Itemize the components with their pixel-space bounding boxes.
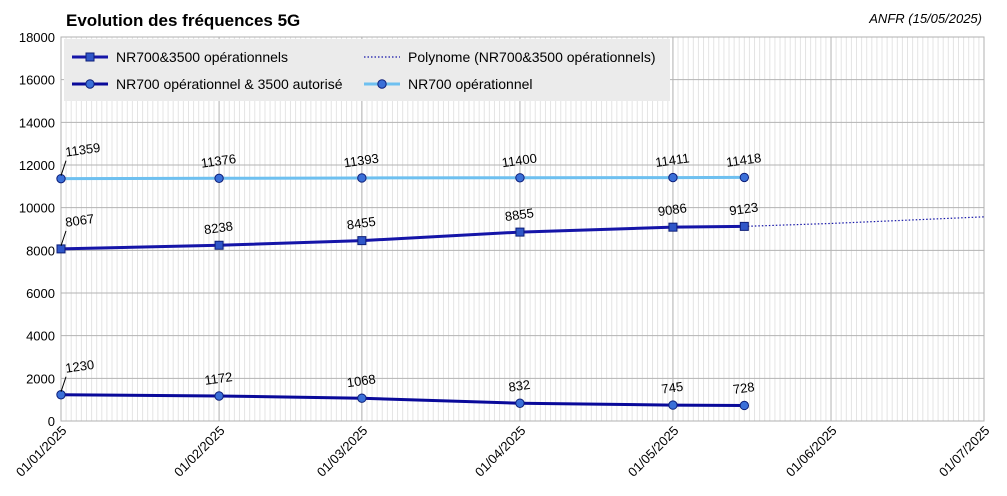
y-tick-label: 10000 [19,201,55,216]
data-point [214,391,224,401]
data-point [357,236,367,246]
y-tick-label: 16000 [19,73,55,88]
data-label-leader [60,376,67,392]
legend-marker [85,79,95,89]
data-point [515,398,525,408]
x-tick-label: 01/02/2025 [171,423,228,480]
x-tick-label: 01/06/2025 [783,423,840,480]
x-tick-label: 01/07/2025 [936,423,993,480]
data-point [214,173,224,184]
data-label: 9123 [728,199,759,218]
data-point [739,400,750,411]
data-label: 11376 [200,151,237,171]
y-tick-label: 18000 [19,30,55,45]
data-point [357,173,367,183]
trendline-line [744,216,985,227]
data-label: 728 [732,379,756,397]
data-point [668,172,678,183]
data-label: 745 [661,379,685,397]
data-point [668,222,678,232]
data-label: 832 [508,377,532,395]
data-label-leader [60,160,67,176]
data-label: 1068 [346,371,377,390]
series-line [60,393,745,407]
data-point [515,227,525,237]
legend-label: Polynome (NR700&3500 opérationnels) [408,49,655,65]
data-point [357,393,367,403]
y-tick-label: 12000 [19,158,55,173]
x-tick-label: 01/01/2025 [13,423,70,480]
data-label: 11393 [343,151,380,171]
data-label: 8238 [203,218,234,237]
source-note: ANFR (15/05/2025) [868,11,982,26]
y-axis-ticks: 0 2000 4000 6000 8000 10000 12000 14000 16000 180… [19,30,55,429]
chart-title: Evolution des fréquences 5G [66,11,300,30]
data-label-leader [60,230,67,247]
data-label: 11400 [501,150,538,170]
legend-box [64,39,670,101]
series-line [60,224,745,251]
y-tick-label: 0 [48,414,55,429]
trendline [744,216,985,227]
legend-label: NR700 opérationnel [408,76,533,92]
data-label: 11418 [725,150,762,170]
x-axis-ticks: 01/01/2025 01/02/2025 01/03/2025 01/04/2025… [13,423,993,480]
data-point [214,240,224,250]
series-group [56,172,750,411]
data-point [739,172,750,183]
data-point [56,244,66,254]
data-point [515,173,525,183]
data-label: 8067 [64,211,95,230]
legend-label: NR700 opérationnel & 3500 autorisé [116,76,343,92]
legend: NR700&3500 opérationnels Polynome (NR700&… [64,39,670,101]
legend-label: NR700&3500 opérationnels [116,49,288,65]
data-label: 11411 [654,150,690,170]
y-tick-label: 6000 [26,286,55,301]
data-point [56,390,66,400]
data-label: 1172 [204,369,234,388]
data-point [739,221,749,231]
legend-marker [85,52,95,62]
x-tick-label: 01/05/2025 [625,423,682,480]
data-point [668,400,678,410]
data-label: 8455 [346,214,377,233]
y-tick-label: 8000 [26,243,55,258]
data-label: 1230 [64,357,95,376]
y-tick-label: 14000 [19,115,55,130]
plot-frame [60,36,985,422]
data-label: 11359 [64,140,101,160]
series-line [60,175,745,181]
data-labels: 8067 8238 8455 8855 9086 9123 1230 1172 1068 832 7… [60,140,762,397]
legend-marker [377,79,387,89]
x-tick-label: 01/03/2025 [314,423,371,480]
y-tick-label: 4000 [26,329,55,344]
y-tick-label: 2000 [26,371,55,386]
data-label: 9086 [657,200,688,219]
x-tick-label: 01/04/2025 [472,423,529,480]
data-point [56,173,66,184]
data-label: 8855 [504,205,535,224]
